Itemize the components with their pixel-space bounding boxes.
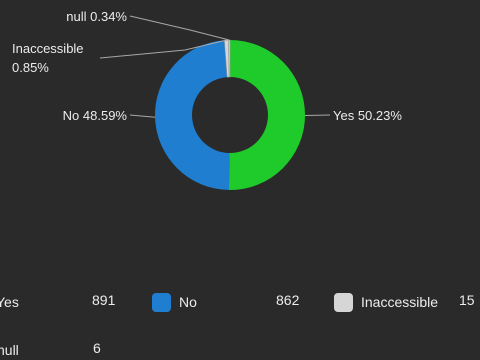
callout-label-no: No 48.59%	[63, 108, 128, 123]
legend-item-inaccessible[interactable]: Inaccessible	[334, 291, 438, 313]
callout-line-yes	[304, 114, 331, 117]
legend-value-inaccessible: 15	[459, 292, 475, 308]
legend-item-null[interactable]: null	[0, 339, 19, 360]
legend-swatch-inaccessible	[334, 292, 353, 312]
callout-label-null: null 0.34%	[66, 9, 127, 24]
callout-label-inaccessible: Inaccessible	[12, 41, 84, 56]
legend-label-yes: Yes	[0, 294, 19, 310]
legend-label-null: null	[0, 342, 19, 358]
legend-label-inaccessible: Inaccessible	[361, 294, 439, 310]
callout-label-yes: Yes 50.23%	[333, 108, 402, 123]
donut-slice-no[interactable]	[155, 40, 230, 190]
callout-value-inaccessible: 0.85%	[12, 60, 49, 75]
legend-swatch-no	[152, 292, 171, 312]
legend-value-yes: 891	[92, 292, 116, 308]
callout-line-inaccessible	[99, 39, 227, 59]
legend-label-no: No	[179, 294, 197, 310]
legend-item-yes[interactable]: Yes	[0, 291, 19, 313]
legend-item-no[interactable]: No	[152, 291, 197, 313]
legend-value-null: 6	[93, 340, 101, 356]
callout-line-no	[129, 114, 156, 118]
legend-value-no: 862	[276, 292, 300, 308]
callout-line-null	[129, 15, 230, 41]
donut-slice-yes[interactable]	[228, 40, 305, 190]
